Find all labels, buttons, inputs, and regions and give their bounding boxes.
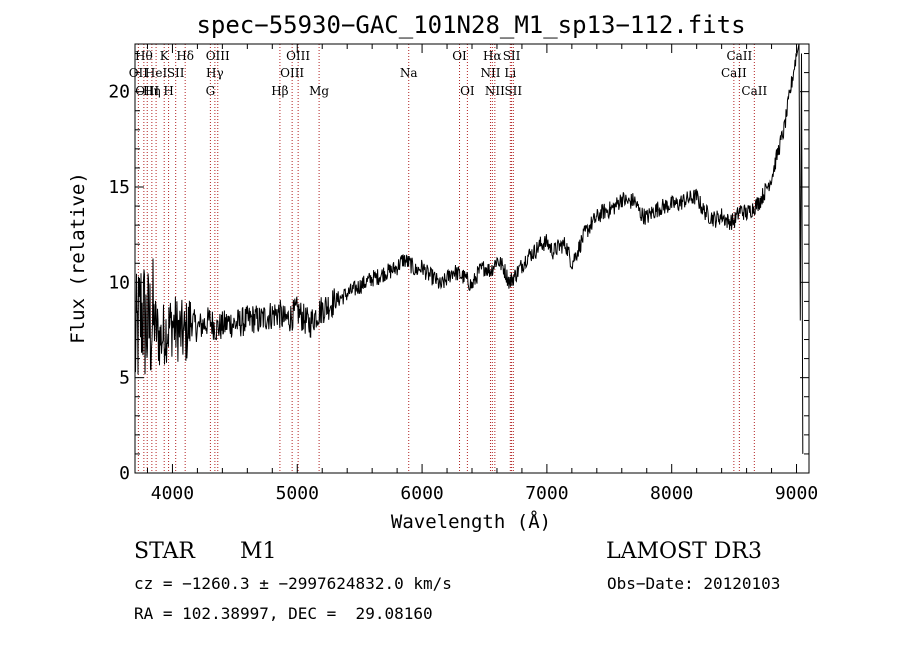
y-tick-label-4: 20 bbox=[108, 82, 130, 103]
x-tick-label-0: 4000 bbox=[151, 483, 194, 504]
line-label-4: HeI bbox=[145, 66, 168, 80]
spectrum-line bbox=[134, 43, 804, 454]
line-label-1: Hθ bbox=[135, 49, 153, 63]
line-label-25: CaII bbox=[721, 66, 747, 80]
chart-title: spec−55930−GAC_101N28_M1_sp13−112.fits bbox=[196, 11, 745, 39]
line-markers bbox=[137, 44, 755, 473]
line-label-24: SII bbox=[504, 84, 522, 98]
x-axis-ticks: 4000 5000 6000 7000 8000 9000 bbox=[146, 44, 818, 504]
line-label-19: NII bbox=[480, 66, 500, 80]
line-label-6: H bbox=[163, 84, 173, 98]
line-label-12: Hβ bbox=[271, 84, 288, 98]
object-subclass: M1 bbox=[240, 539, 277, 564]
line-label-21: NII bbox=[485, 84, 505, 98]
x-tick-label-4: 8000 bbox=[650, 483, 693, 504]
y-tick-label-0: 0 bbox=[119, 463, 130, 484]
y-tick-label-2: 10 bbox=[108, 272, 130, 293]
line-label-17: OI bbox=[452, 49, 467, 63]
line-label-8: Hδ bbox=[176, 49, 194, 63]
line-label-10: Hγ bbox=[206, 66, 224, 80]
plot-frame bbox=[134, 43, 810, 474]
line-label-9: G bbox=[206, 84, 216, 98]
y-tick-label-1: 5 bbox=[119, 368, 130, 389]
line-label-7: SII bbox=[167, 66, 185, 80]
y-tick-label-3: 15 bbox=[108, 177, 130, 198]
x-axis-label: Wavelength (Å) bbox=[391, 510, 551, 533]
line-label-18: OI bbox=[460, 84, 475, 98]
redshift-info: cz = −1260.3 ± −2997624832.0 km/s bbox=[134, 574, 452, 593]
line-label-2: OIII bbox=[135, 84, 159, 98]
x-tick-label-5: 9000 bbox=[775, 483, 818, 504]
object-type: STAR bbox=[134, 539, 195, 564]
line-label-14: OIII bbox=[286, 49, 310, 63]
line-label-26: CaII bbox=[726, 49, 752, 63]
line-label-13: OIII bbox=[280, 66, 304, 80]
survey-name: LAMOST DR3 bbox=[606, 539, 762, 564]
line-label-27: CaII bbox=[741, 84, 767, 98]
line-label-11: OIII bbox=[206, 49, 230, 63]
line-label-3: Hη bbox=[143, 84, 161, 98]
line-label-22: Li bbox=[504, 66, 516, 80]
observation-date: Obs−Date: 20120103 bbox=[607, 574, 781, 593]
coordinates: RA = 102.38997, DEC = 29.08160 bbox=[134, 604, 433, 623]
line-label-20: Hα bbox=[483, 49, 502, 63]
x-tick-label-1: 5000 bbox=[276, 483, 319, 504]
x-tick-label-3: 7000 bbox=[525, 483, 568, 504]
line-label-5: K bbox=[160, 49, 170, 63]
line-labels: OIIHθOIIIHηHeIKHSIIHδGHγOIIIHβOIIIOIIIMg… bbox=[129, 49, 768, 98]
y-axis-label: Flux (relative) bbox=[67, 172, 89, 344]
x-tick-label-2: 6000 bbox=[400, 483, 443, 504]
line-label-15: Mg bbox=[309, 84, 329, 98]
line-label-16: Na bbox=[400, 66, 418, 80]
line-label-23: SII bbox=[503, 49, 521, 63]
